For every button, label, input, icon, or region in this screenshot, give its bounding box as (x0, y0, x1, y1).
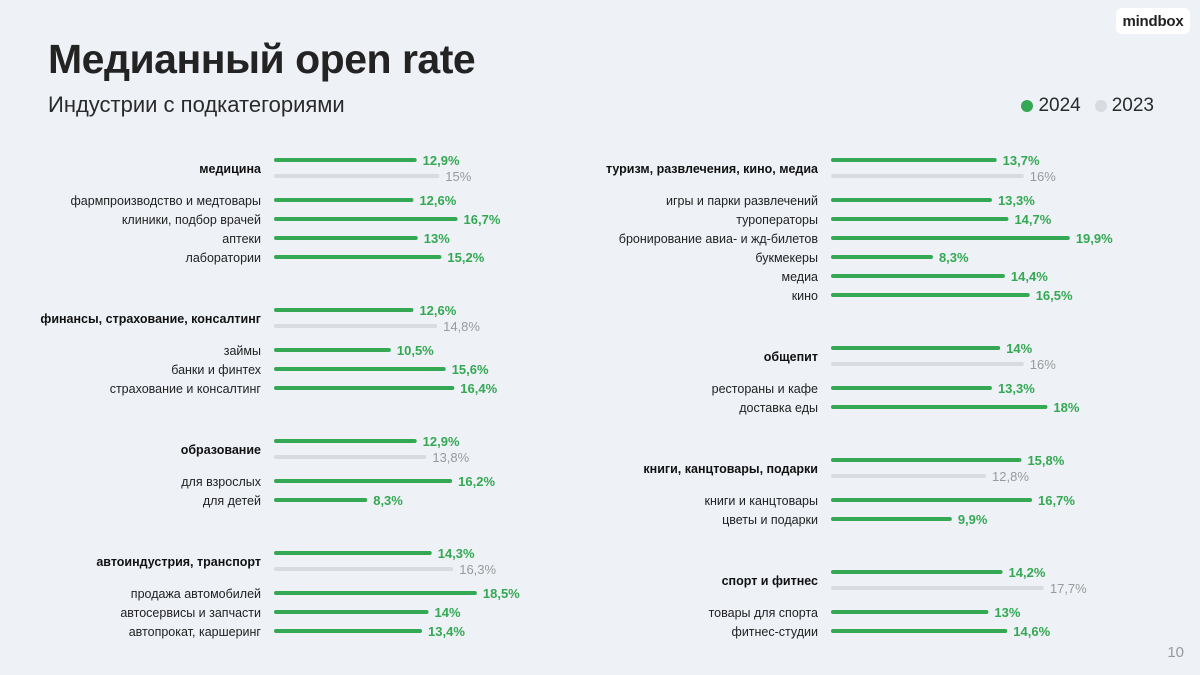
item-label: рестораны и кафе (712, 382, 818, 396)
item-label: займы (224, 344, 261, 358)
group-label: автоиндустрия, транспорт (96, 555, 261, 569)
item-label: страхование и консалтинг (110, 382, 262, 396)
legend-label-2023: 2023 (1111, 95, 1154, 116)
item-label: игры и парки развлечений (666, 194, 818, 208)
group-label: спорт и фитнес (722, 574, 818, 588)
value-label-item: 10,5% (397, 343, 434, 358)
legend-label-2024: 2024 (1038, 95, 1081, 116)
value-label-2023-group: 13,8% (432, 450, 469, 465)
value-label-item: 15,6% (452, 362, 489, 377)
page-number: 10 (1167, 644, 1184, 661)
item-label: медиа (782, 270, 819, 284)
value-label-item: 14% (435, 605, 461, 620)
value-label-2024-group: 14,2% (1009, 565, 1046, 580)
item-label: для детей (203, 494, 261, 508)
value-label-item: 16,5% (1036, 288, 1073, 303)
item-label: аптеки (222, 232, 261, 246)
item-label: товары для спорта (709, 606, 818, 620)
value-label-item: 8,3% (939, 250, 969, 265)
value-label-item: 14,4% (1011, 269, 1048, 284)
item-label: цветы и подарки (722, 513, 818, 527)
value-label-2024-group: 12,9% (423, 434, 460, 449)
value-label-item: 13,4% (428, 624, 465, 639)
value-label-2024-group: 15,8% (1027, 453, 1064, 468)
value-label-2024-group: 14% (1006, 341, 1032, 356)
group-label: общепит (764, 350, 818, 364)
value-label-2024-group: 14,3% (438, 546, 475, 561)
item-label: бронирование авиа- и жд-билетов (619, 232, 819, 246)
item-label: книги и канцтовары (704, 494, 818, 508)
value-label-2023-group: 16% (1030, 357, 1056, 372)
item-label: продажа автомобилей (131, 587, 261, 601)
item-label: лаборатории (186, 251, 261, 265)
item-label: букмекеры (755, 251, 818, 265)
value-label-item: 14,6% (1013, 624, 1050, 639)
group-label: туризм, развлечения, кино, медиа (606, 162, 819, 176)
value-label-2024-group: 12,6% (419, 303, 456, 318)
mindbox-logo: mindbox (1116, 8, 1190, 34)
item-label: клиники, подбор врачей (122, 213, 261, 227)
item-label: фармпроизводство и медтовары (71, 194, 262, 208)
value-label-item: 13% (994, 605, 1020, 620)
value-label-item: 8,3% (373, 493, 403, 508)
value-label-item: 18% (1053, 400, 1079, 415)
item-label: банки и финтех (171, 363, 262, 377)
item-label: кино (792, 289, 818, 303)
item-label: туроператоры (736, 213, 818, 227)
value-label-item: 19,9% (1076, 231, 1113, 246)
item-label: для взрослых (181, 475, 261, 489)
group-label: книги, канцтовары, подарки (643, 462, 818, 476)
group-label: медицина (199, 162, 262, 176)
value-label-item: 16,2% (458, 474, 495, 489)
value-label-item: 16,7% (464, 212, 501, 227)
value-label-item: 15,2% (447, 250, 484, 265)
value-label-2023-group: 15% (445, 169, 471, 184)
value-label-item: 13,3% (998, 381, 1035, 396)
chart-legend: 2024 2023 (1021, 95, 1154, 117)
group-label: финансы, страхование, консалтинг (40, 312, 261, 326)
value-label-2023-group: 16% (1030, 169, 1056, 184)
legend-dot-2024 (1021, 100, 1034, 112)
value-label-2023-group: 12,8% (992, 469, 1029, 484)
legend-item-2024: 2024 (1021, 95, 1081, 117)
value-label-2023-group: 16,3% (459, 562, 496, 577)
value-label-2024-group: 12,9% (423, 153, 460, 168)
item-label: фитнес-студии (732, 625, 818, 639)
value-label-2023-group: 17,7% (1050, 581, 1087, 596)
item-label: автопрокат, каршеринг (129, 625, 262, 639)
value-label-2024-group: 13,7% (1003, 153, 1040, 168)
value-label-item: 12,6% (419, 193, 456, 208)
value-label-item: 16,4% (460, 381, 497, 396)
value-label-item: 14,7% (1014, 212, 1051, 227)
value-label-2023-group: 14,8% (443, 319, 480, 334)
group-label: образование (181, 443, 261, 457)
value-label-item: 9,9% (958, 512, 988, 527)
item-label: доставка еды (739, 401, 818, 415)
item-label: автосервисы и запчасти (120, 606, 261, 620)
page-title: Медианный open rate (48, 36, 476, 82)
page-subtitle: Индустрии с подкатегориями (48, 92, 345, 117)
value-label-item: 18,5% (483, 586, 520, 601)
value-label-item: 13,3% (998, 193, 1035, 208)
value-label-item: 16,7% (1038, 493, 1075, 508)
legend-item-2023: 2023 (1094, 95, 1154, 117)
legend-dot-2023 (1094, 100, 1107, 112)
value-label-item: 13% (424, 231, 450, 246)
